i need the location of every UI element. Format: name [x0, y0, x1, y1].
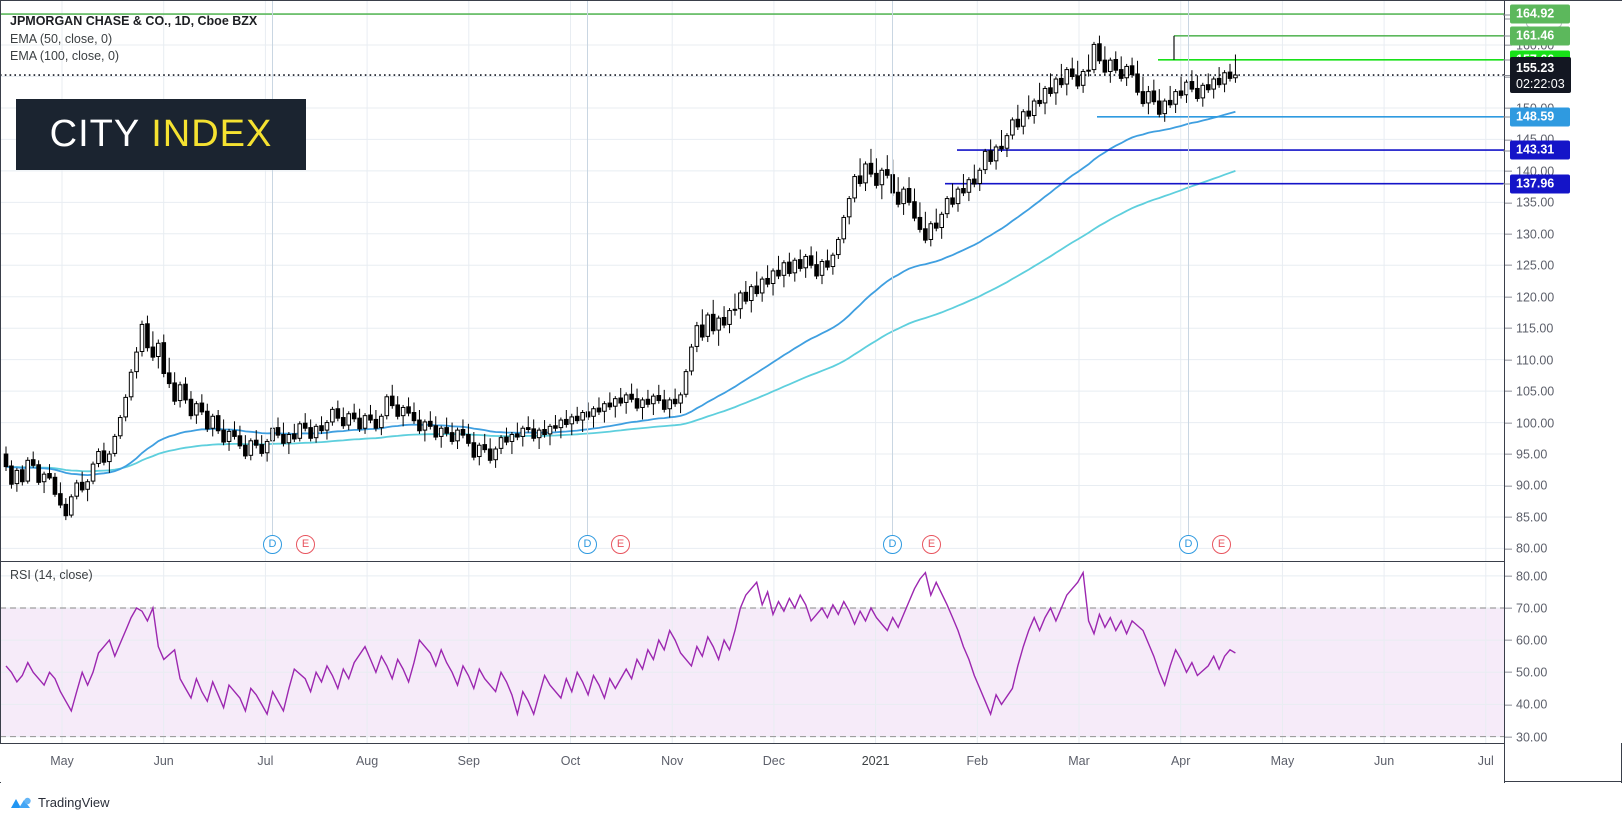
earnings-marker[interactable]: E [922, 535, 941, 554]
left-border [0, 1, 1, 783]
pane-separator [0, 561, 1504, 562]
time-tick-label: Jun [153, 754, 174, 768]
time-tick-label: Jun [1374, 754, 1395, 768]
legend-ema100: EMA (100, close, 0) [10, 49, 120, 63]
bar-countdown: 02:22:03 [1516, 77, 1565, 92]
price-tick: 135.00 [1505, 195, 1554, 210]
time-tick-label: Mar [1068, 754, 1090, 768]
price-tick: 105.00 [1505, 384, 1554, 398]
price-tick: 90.00 [1505, 478, 1547, 493]
price-tick: 110.00 [1505, 352, 1553, 367]
time-tick-label: Sep [457, 754, 480, 768]
rsi-plot [0, 563, 1504, 743]
price-tick: 120.00 [1505, 289, 1554, 304]
tradingview-mountain-icon [10, 795, 32, 811]
rsi-pane[interactable] [0, 563, 1504, 743]
time-tick-label: Dec [762, 754, 786, 768]
watermark-city: CITY [49, 113, 141, 155]
time-tick-label: 2021 [861, 754, 890, 768]
chart-frame: JPMORGAN CHASE & CO., 1D, Cboe BZX EMA (… [0, 0, 1622, 783]
price-label-last-price[interactable]: 155.23 02:22:03 [1503, 57, 1571, 94]
price-label-resistance[interactable]: 161.46 [1503, 26, 1570, 46]
earnings-marker[interactable]: E [611, 535, 630, 554]
price-tick: 115.00 [1505, 321, 1553, 336]
rsi-tick: 50.00 [1505, 665, 1547, 680]
time-tick-label: Apr [1170, 754, 1191, 768]
rsi-tick: 30.00 [1505, 729, 1547, 744]
time-tick-label: Nov [661, 754, 684, 768]
time-tick-label: May [1270, 754, 1295, 768]
time-tick-label: Jul [1477, 754, 1494, 768]
price-tick: 95.00 [1505, 447, 1547, 461]
price-label-value: 137.96 [1516, 176, 1555, 191]
rsi-tick: 60.00 [1505, 633, 1547, 647]
price-label-value: 148.59 [1516, 109, 1555, 124]
price-label-value: 161.46 [1516, 28, 1555, 43]
time-tick-label: Aug [355, 754, 379, 768]
price-label-value: 155.23 [1516, 61, 1555, 76]
dividend-stem [892, 1, 893, 535]
price-tick: 100.00 [1505, 415, 1554, 430]
time-tick-label: May [50, 754, 74, 768]
price-tick: 130.00 [1505, 226, 1554, 241]
page-title: JPMORGAN CHASE & CO., 1D, Cboe BZX [10, 14, 258, 28]
rsi-tick: 40.00 [1505, 697, 1547, 712]
price-tick: 85.00 [1505, 510, 1547, 524]
price-label-support[interactable]: 143.31 [1503, 140, 1570, 160]
tradingview-brand: TradingView [38, 795, 110, 810]
earnings-marker[interactable]: E [296, 535, 315, 554]
footer: TradingView [0, 783, 1622, 822]
rsi-tick: 80.00 [1505, 568, 1547, 583]
watermark-index: INDEX [151, 113, 273, 155]
dividend-stem [272, 1, 273, 535]
time-tick-label: Jul [257, 754, 274, 768]
dividend-marker[interactable]: D [263, 535, 282, 554]
price-label-support[interactable]: 148.59 [1503, 107, 1570, 127]
city-index-watermark: CITY INDEX [16, 99, 306, 170]
time-tick-label: Oct [560, 754, 581, 768]
earnings-marker[interactable]: E [1212, 535, 1231, 554]
price-label-resistance[interactable]: 164.92 [1503, 4, 1570, 24]
dividend-stem [587, 1, 588, 535]
dividend-stem [1188, 1, 1189, 535]
price-axis[interactable]: 1USD 160.00155.00150.00145.00140.00135.0… [1503, 1, 1622, 744]
price-axis-border [1504, 1, 1505, 783]
time-tick-label: Feb [966, 754, 989, 768]
price-plot [0, 1, 1504, 561]
legend-ema50: EMA (50, close, 0) [10, 32, 113, 46]
time-axis[interactable]: May Jun Jul Aug Sep Oct Nov Dec 2021 Feb Mar Apr May… [0, 743, 1504, 782]
legend-rsi: RSI (14, close) [10, 568, 93, 582]
price-label-value: 143.31 [1516, 142, 1555, 157]
dividend-marker[interactable]: D [883, 535, 902, 554]
price-label-value: 164.92 [1516, 6, 1555, 21]
dividend-marker[interactable]: D [1179, 535, 1198, 554]
tick-dash-icon [1505, 18, 1512, 20]
dividend-marker[interactable]: D [578, 535, 597, 554]
price-label-support[interactable]: 137.96 [1503, 174, 1570, 194]
price-tick: 80.00 [1505, 541, 1547, 556]
price-pane[interactable] [0, 1, 1504, 561]
price-tick: 125.00 [1505, 258, 1554, 273]
rsi-tick: 70.00 [1505, 601, 1547, 615]
